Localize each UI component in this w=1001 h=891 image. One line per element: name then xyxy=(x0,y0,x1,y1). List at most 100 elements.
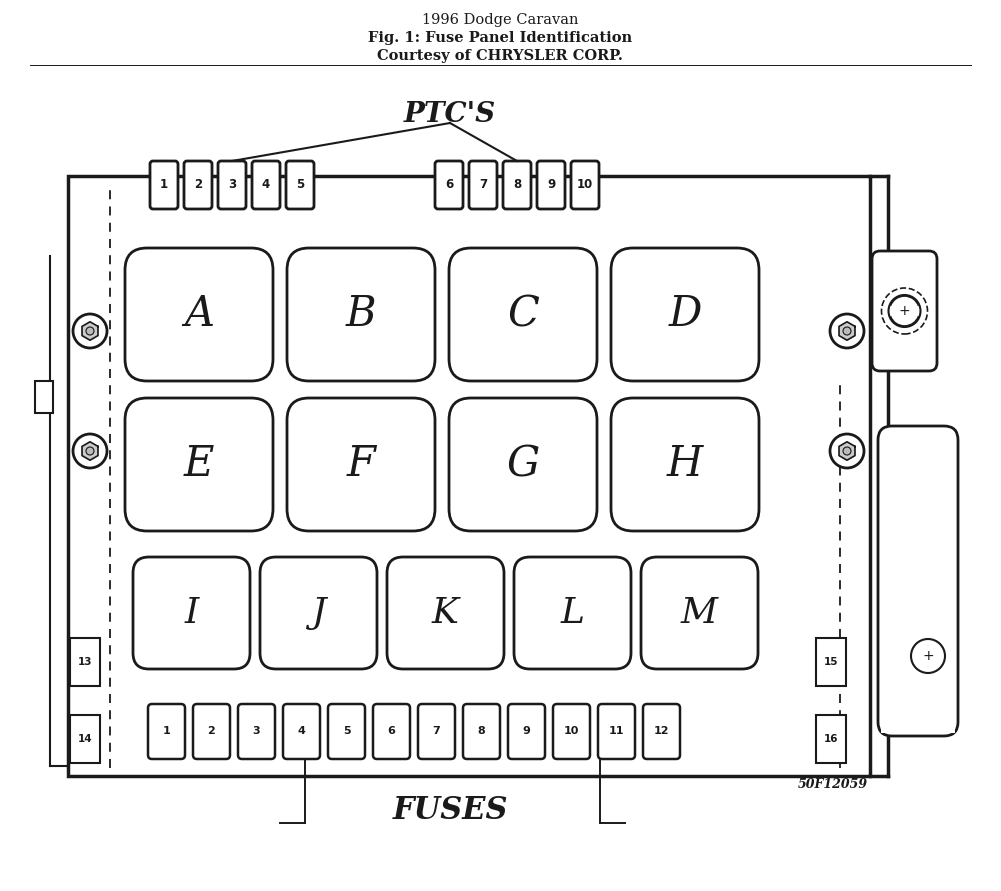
Bar xyxy=(816,715,846,763)
Text: I: I xyxy=(184,596,198,630)
FancyBboxPatch shape xyxy=(435,161,463,209)
Circle shape xyxy=(73,434,107,468)
FancyBboxPatch shape xyxy=(286,161,314,209)
Bar xyxy=(35,381,53,413)
FancyBboxPatch shape xyxy=(463,704,500,759)
Text: 5: 5 xyxy=(296,178,304,192)
Text: 12: 12 xyxy=(654,726,670,737)
Bar xyxy=(70,638,100,686)
Text: 9: 9 xyxy=(523,726,531,737)
Circle shape xyxy=(889,295,921,327)
Text: M: M xyxy=(681,596,718,630)
FancyBboxPatch shape xyxy=(641,557,758,669)
FancyBboxPatch shape xyxy=(133,557,250,669)
FancyBboxPatch shape xyxy=(218,161,246,209)
FancyBboxPatch shape xyxy=(287,398,435,531)
FancyBboxPatch shape xyxy=(387,557,504,669)
Text: J: J xyxy=(311,596,325,630)
Text: C: C xyxy=(508,293,539,336)
FancyBboxPatch shape xyxy=(260,557,377,669)
Bar xyxy=(70,715,100,763)
Bar xyxy=(816,638,846,686)
Text: 5: 5 xyxy=(342,726,350,737)
FancyBboxPatch shape xyxy=(328,704,365,759)
Circle shape xyxy=(86,327,94,335)
Text: A: A xyxy=(184,293,214,336)
Text: +: + xyxy=(899,304,910,318)
FancyBboxPatch shape xyxy=(553,704,590,759)
FancyBboxPatch shape xyxy=(469,161,497,209)
FancyBboxPatch shape xyxy=(449,248,597,381)
Text: 16: 16 xyxy=(824,734,838,744)
FancyBboxPatch shape xyxy=(150,161,178,209)
FancyBboxPatch shape xyxy=(283,704,320,759)
FancyBboxPatch shape xyxy=(878,426,958,736)
FancyBboxPatch shape xyxy=(514,557,631,669)
Text: 4: 4 xyxy=(262,178,270,192)
FancyBboxPatch shape xyxy=(611,398,759,531)
Text: +: + xyxy=(922,649,934,663)
Circle shape xyxy=(843,447,851,455)
FancyBboxPatch shape xyxy=(125,398,273,531)
FancyBboxPatch shape xyxy=(148,704,185,759)
Text: 6: 6 xyxy=(387,726,395,737)
Text: 15: 15 xyxy=(824,657,838,667)
FancyBboxPatch shape xyxy=(571,161,599,209)
Text: E: E xyxy=(184,444,214,486)
FancyBboxPatch shape xyxy=(508,704,545,759)
FancyBboxPatch shape xyxy=(872,251,937,371)
Text: 3: 3 xyxy=(252,726,260,737)
FancyBboxPatch shape xyxy=(537,161,565,209)
Circle shape xyxy=(73,314,107,348)
Circle shape xyxy=(882,288,928,334)
Text: F: F xyxy=(346,444,375,486)
Circle shape xyxy=(830,434,864,468)
Text: 10: 10 xyxy=(564,726,580,737)
Text: 1: 1 xyxy=(160,178,168,192)
Text: L: L xyxy=(561,596,585,630)
Text: 3: 3 xyxy=(228,178,236,192)
FancyBboxPatch shape xyxy=(611,248,759,381)
FancyBboxPatch shape xyxy=(598,704,635,759)
Text: H: H xyxy=(667,444,703,486)
Text: Fig. 1: Fuse Panel Identification: Fig. 1: Fuse Panel Identification xyxy=(368,31,632,45)
FancyBboxPatch shape xyxy=(418,704,455,759)
Text: 8: 8 xyxy=(477,726,485,737)
Text: G: G xyxy=(507,444,540,486)
Text: 8: 8 xyxy=(513,178,522,192)
FancyBboxPatch shape xyxy=(643,704,680,759)
Text: 7: 7 xyxy=(478,178,487,192)
Text: FUSES: FUSES xyxy=(392,795,508,826)
Circle shape xyxy=(911,639,945,673)
FancyBboxPatch shape xyxy=(287,248,435,381)
Bar xyxy=(68,176,870,776)
FancyBboxPatch shape xyxy=(184,161,212,209)
FancyBboxPatch shape xyxy=(193,704,230,759)
FancyBboxPatch shape xyxy=(252,161,280,209)
Text: 10: 10 xyxy=(577,178,594,192)
Circle shape xyxy=(86,447,94,455)
Text: 2: 2 xyxy=(207,726,215,737)
FancyBboxPatch shape xyxy=(503,161,531,209)
Text: B: B xyxy=(345,293,376,336)
Circle shape xyxy=(843,327,851,335)
Text: 50F12059: 50F12059 xyxy=(798,778,868,791)
Text: Courtesy of CHRYSLER CORP.: Courtesy of CHRYSLER CORP. xyxy=(377,49,623,63)
Polygon shape xyxy=(82,322,98,340)
Text: 7: 7 xyxy=(432,726,440,737)
Polygon shape xyxy=(839,322,855,340)
Bar xyxy=(881,473,955,733)
FancyBboxPatch shape xyxy=(125,248,273,381)
Text: PTC'S: PTC'S xyxy=(404,101,496,128)
FancyBboxPatch shape xyxy=(373,704,410,759)
Text: K: K xyxy=(432,596,459,630)
Text: 9: 9 xyxy=(547,178,556,192)
Circle shape xyxy=(830,314,864,348)
Text: 1: 1 xyxy=(162,726,170,737)
Text: 11: 11 xyxy=(609,726,625,737)
Text: 4: 4 xyxy=(297,726,305,737)
FancyBboxPatch shape xyxy=(449,398,597,531)
Text: 13: 13 xyxy=(78,657,92,667)
Text: 1996 Dodge Caravan: 1996 Dodge Caravan xyxy=(421,13,579,27)
Text: 14: 14 xyxy=(78,734,92,744)
